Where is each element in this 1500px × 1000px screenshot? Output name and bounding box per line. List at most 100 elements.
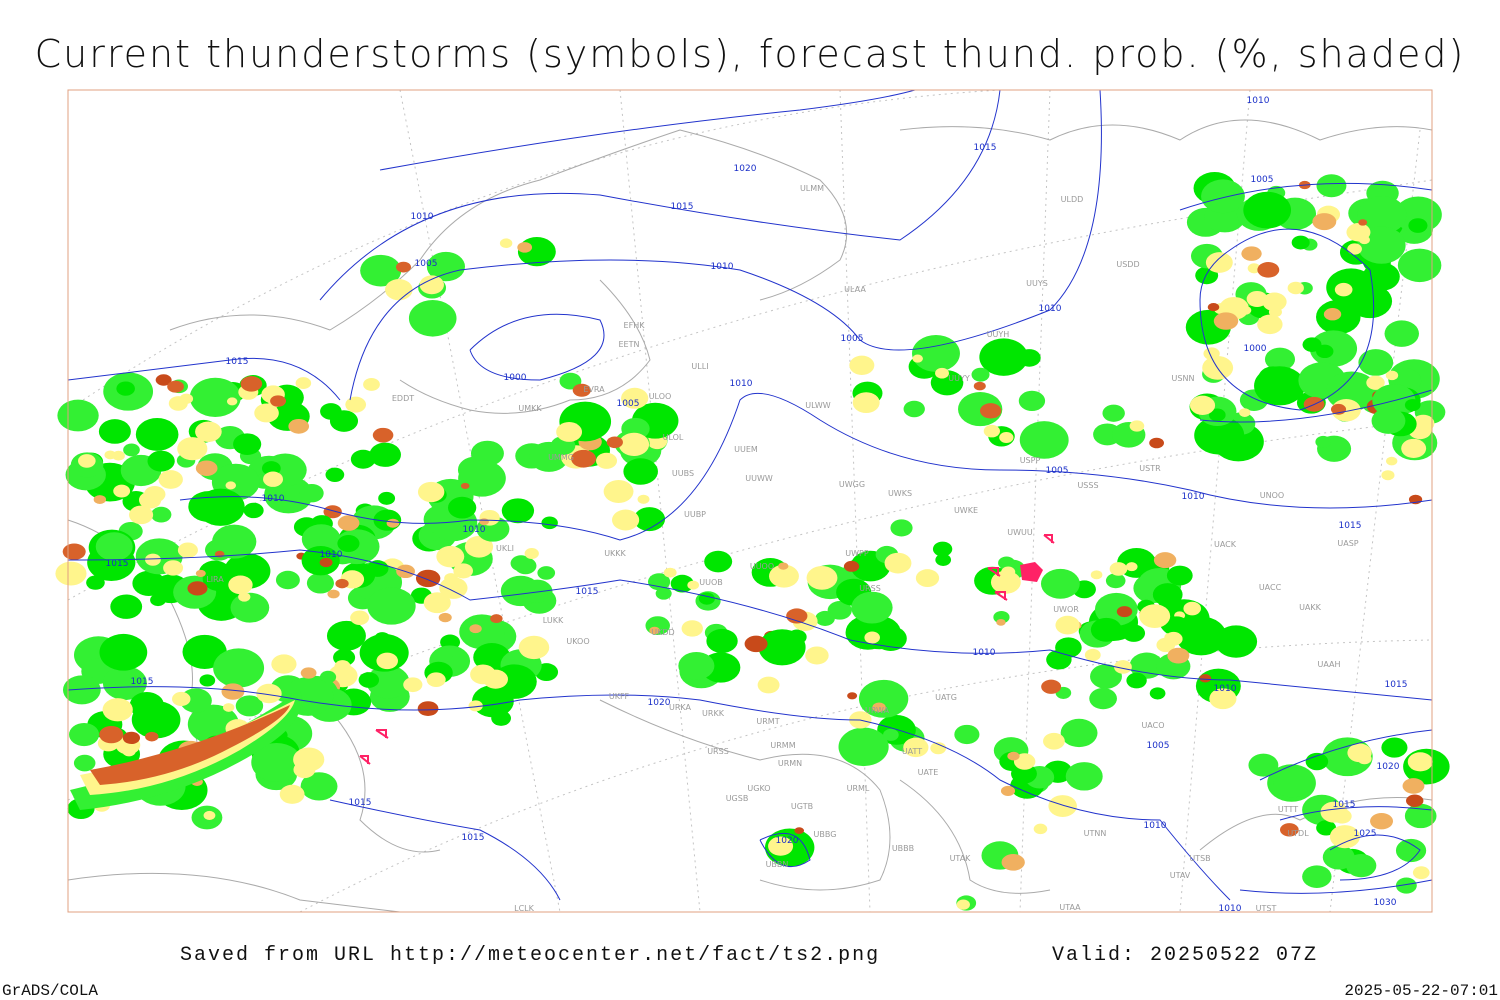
shade-cell (1394, 196, 1442, 233)
station-label: URKA (669, 703, 692, 712)
shade-cell (849, 355, 875, 375)
isobar-label: 1015 (671, 202, 694, 212)
shade-cell (1258, 366, 1288, 389)
isobar-label: 1015 (462, 833, 485, 843)
shade-cell (419, 275, 444, 295)
shade-cell (932, 541, 953, 557)
probability-shading (55, 171, 1450, 911)
shade-cell (1366, 375, 1385, 390)
shade-cell (271, 654, 297, 674)
shade-cell (1164, 631, 1183, 646)
isobar-label: 1010 (973, 648, 996, 658)
shade-cell (326, 620, 366, 651)
shade-cell (864, 631, 880, 644)
shade-cell (1208, 408, 1226, 422)
shade-cell (687, 580, 700, 590)
shade-cell (363, 377, 380, 391)
station-label: UATT (902, 747, 922, 756)
station-label: UKKK (604, 549, 626, 558)
station-label: ULMM (800, 184, 824, 193)
station-label: UMKK (518, 404, 542, 413)
shade-cell (360, 254, 402, 287)
shade-cell (177, 542, 198, 558)
shade-cell (319, 557, 333, 568)
shade-cell (852, 392, 880, 414)
shade-cell (1158, 594, 1175, 608)
shade-cell (263, 471, 284, 487)
shade-cell (1291, 235, 1310, 250)
isobar-label: 1015 (106, 559, 129, 569)
shade-cell (1406, 794, 1424, 807)
shade-cell (299, 483, 324, 503)
shade-cell (469, 624, 482, 634)
station-label: UBBG (814, 830, 837, 839)
shade-cell (458, 459, 506, 497)
station-label: EFHK (624, 321, 646, 330)
shade-cell (385, 279, 413, 301)
shade-cell (325, 467, 345, 482)
shade-cell (172, 691, 191, 707)
isobars (67, 89, 1433, 901)
shade-cell (1384, 320, 1419, 347)
shade-cell (438, 612, 452, 623)
shade-cell (350, 449, 376, 469)
shade-cell (168, 396, 188, 411)
station-label: UNOO (1260, 491, 1284, 500)
shade-cell (122, 731, 141, 745)
shade-cell (912, 334, 960, 372)
shade-cell (177, 437, 208, 461)
shade-cell (996, 619, 1006, 626)
shade-cell (93, 495, 107, 504)
shade-cell (187, 581, 208, 596)
shade-cell (1166, 565, 1193, 586)
storm-symbol (994, 591, 1008, 601)
shade-cell (358, 672, 380, 688)
station-label: UKFF (609, 692, 630, 701)
isobar-label: 1010 (463, 525, 486, 535)
shade-cell (1246, 290, 1268, 307)
shade-cell (403, 677, 423, 693)
shade-cell (221, 683, 245, 700)
shade-cell (337, 515, 360, 531)
shade-cell (460, 482, 470, 489)
station-label: ULAA (844, 285, 866, 294)
shade-cell (872, 702, 886, 713)
isobar-label: 1010 (1219, 904, 1242, 914)
shade-cell (1055, 637, 1082, 658)
shade-cell (453, 563, 473, 579)
shade-cell (603, 480, 634, 503)
shade-cell (744, 635, 768, 653)
isobar-label: 1010 (1144, 821, 1167, 831)
isobar-label: 1010 (730, 379, 753, 389)
station-label: UTST (1256, 904, 1277, 913)
shade-cell (633, 507, 666, 532)
shade-cell (1122, 624, 1146, 642)
station-label: USDD (1116, 260, 1139, 269)
coastlines (67, 119, 1433, 913)
shade-cell (448, 496, 477, 519)
shade-cell (98, 419, 131, 444)
shade-cell (1239, 408, 1251, 417)
shade-cell (293, 761, 316, 779)
shade-cell (1316, 174, 1347, 198)
station-label: UWOR (1053, 605, 1079, 614)
shade-cell (99, 726, 124, 744)
shade-cell (912, 354, 923, 363)
isobar-label: 1000 (504, 373, 527, 383)
shade-cell (1264, 347, 1296, 371)
station-label: UUBS (672, 469, 694, 478)
shade-cell (1381, 470, 1395, 481)
shade-cell (769, 564, 799, 588)
shade-cell (1347, 243, 1362, 255)
shade-cell (1060, 718, 1098, 748)
shade-cell (903, 400, 925, 418)
shade-cell (470, 440, 504, 467)
shade-cell (1102, 404, 1125, 422)
shade-cell (150, 506, 172, 523)
shade-cell (433, 648, 453, 663)
shade-cell (436, 545, 465, 568)
shade-cell (541, 516, 558, 530)
isobar-label: 1030 (1374, 898, 1397, 908)
shade-cell (1040, 568, 1080, 599)
station-label: LIRA (206, 575, 224, 584)
